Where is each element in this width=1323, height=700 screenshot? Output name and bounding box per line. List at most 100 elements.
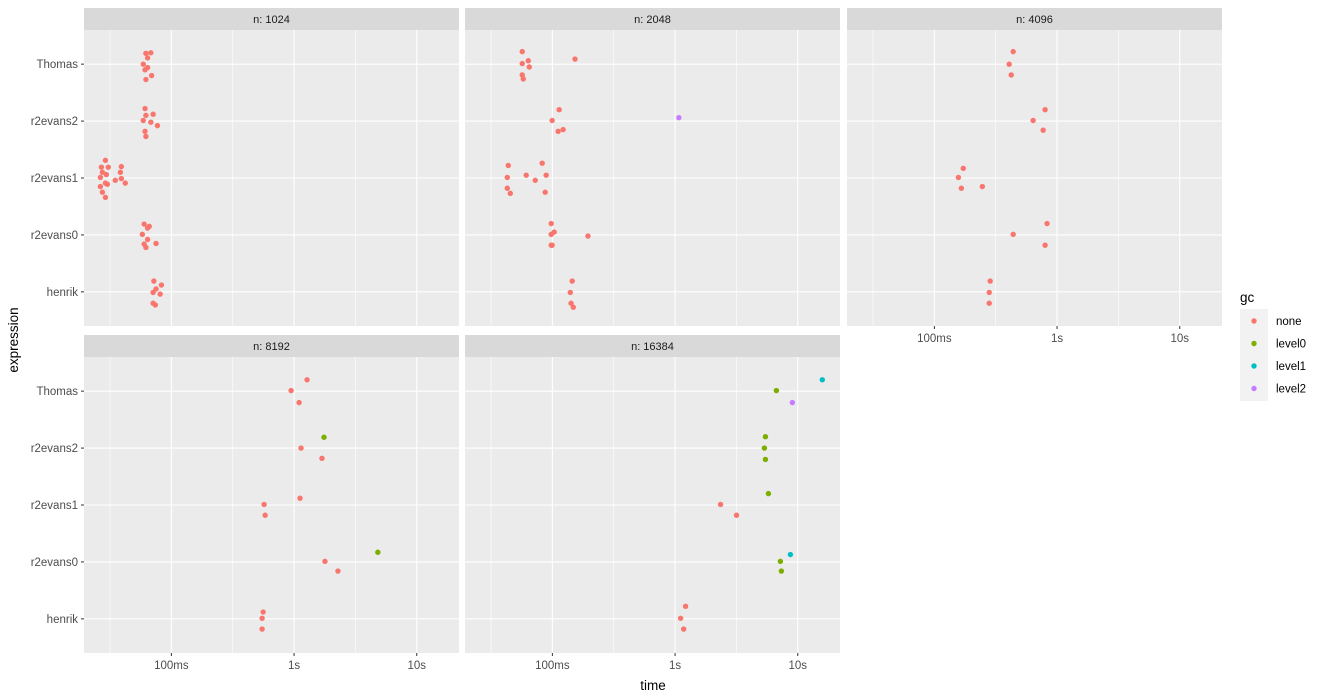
facet-strip: [847, 8, 1222, 30]
data-point-henrik-none: [150, 289, 156, 296]
facet-panel: n: 1024 henrik r2evans0 r2evans1 r2evans2 Tho…: [31, 8, 459, 326]
data-point-Thomas-none: [572, 56, 578, 62]
data-point-r2evans2-none: [148, 119, 154, 125]
data-point-r2evans0-none: [141, 221, 147, 227]
data-point-r2evans1-none: [117, 169, 124, 176]
data-point-r2evans2-none: [319, 455, 325, 462]
data-point-r2evans1-level0: [765, 490, 772, 497]
facet-panel: n: 2048: [465, 8, 840, 326]
x-tick-label: 1s: [1051, 333, 1063, 345]
data-point-r2evans1-none: [532, 177, 538, 183]
x-tick-label: 100ms: [154, 660, 189, 672]
data-point-r2evans1-none: [507, 190, 514, 197]
data-point-Thomas-none: [519, 60, 525, 67]
data-point-henrik-none: [682, 603, 689, 610]
data-point-r2evans0-none: [153, 240, 159, 247]
data-point-r2evans2-none: [143, 112, 149, 119]
y-axis-title: expression: [6, 307, 21, 372]
data-point-r2evans0-none: [143, 244, 149, 251]
legend-key-level0: [1251, 340, 1257, 347]
y-tick-label: Thomas: [36, 386, 78, 398]
data-point-Thomas-none: [519, 48, 525, 55]
data-point-r2evans1-none: [542, 189, 548, 195]
data-point-r2evans1-none: [960, 165, 966, 172]
facet-strip-label: n: 16384: [631, 341, 674, 353]
data-point-Thomas-none: [148, 72, 155, 79]
data-point-henrik-none: [568, 300, 574, 306]
data-point-r2evans1-none: [99, 169, 106, 176]
data-point-r2evans2-none: [549, 117, 555, 124]
data-point-r2evans2-none: [140, 117, 146, 124]
data-point-r2evans2-none: [154, 122, 161, 129]
data-point-r2evans0-none: [548, 220, 554, 227]
data-point-henrik-none: [152, 302, 159, 308]
data-point-r2evans0-level1: [787, 551, 794, 558]
x-tick-label: 100ms: [917, 333, 952, 345]
data-point-r2evans0-none: [144, 236, 151, 243]
facet-strip: [465, 335, 840, 357]
y-tick-label: r2evans1: [31, 173, 78, 185]
data-point-r2evans0-none: [335, 568, 341, 574]
data-point-r2evans2-level0: [761, 445, 768, 451]
x-tick-label: 10s: [788, 660, 807, 672]
legend-label-none: none: [1276, 316, 1302, 328]
data-point-henrik-none: [569, 278, 575, 284]
data-point-henrik-none: [567, 289, 574, 296]
data-point-r2evans2-none: [1042, 106, 1048, 113]
data-point-r2evans0-level0: [777, 558, 784, 565]
data-point-henrik-none: [259, 626, 265, 632]
legend-label-level2: level2: [1276, 384, 1306, 396]
data-point-r2evans0-level0: [778, 568, 785, 574]
data-point-Thomas-none: [1008, 72, 1014, 78]
legend-label-level0: level0: [1276, 339, 1306, 351]
data-point-r2evans2-none: [556, 106, 562, 113]
data-point-Thomas-none: [525, 58, 531, 64]
data-point-r2evans2-level0: [321, 434, 327, 440]
data-point-r2evans1-none: [262, 512, 268, 518]
data-point-Thomas-level0: [773, 387, 780, 394]
data-point-henrik-none: [986, 300, 992, 306]
x-tick-label: 1s: [288, 660, 300, 672]
data-point-r2evans0-none: [322, 558, 328, 565]
data-point-r2evans1-none: [261, 501, 267, 508]
facet-panel: n: 16384 100ms 1s 10s: [465, 335, 840, 672]
data-point-henrik-none: [986, 289, 992, 296]
x-tick-label: 1s: [669, 660, 681, 672]
data-point-Thomas-level1: [819, 377, 825, 383]
facet-strip-label: n: 4096: [1016, 14, 1053, 26]
data-point-henrik-none: [157, 291, 163, 297]
data-point-Thomas-none: [142, 67, 148, 73]
data-point-henrik-none: [570, 304, 576, 310]
x-tick-label: 100ms: [535, 660, 570, 672]
data-point-r2evans1-none: [717, 501, 724, 508]
data-point-r2evans1-none: [543, 172, 549, 178]
data-point-r2evans1-none: [99, 189, 106, 195]
facet-panel: n: 4096 100ms 1s 10s: [847, 8, 1222, 345]
data-point-Thomas-none: [296, 399, 302, 406]
data-point-r2evans0-none: [1042, 242, 1048, 248]
y-tick-label: r2evans1: [31, 500, 78, 512]
data-point-r2evans0-none: [548, 231, 554, 238]
data-point-r2evans1-none: [102, 194, 109, 201]
y-tick-label: r2evans2: [31, 116, 78, 128]
data-point-r2evans0-none: [585, 233, 591, 239]
data-point-r2evans1-none: [102, 157, 109, 164]
x-axis-title: time: [640, 678, 666, 693]
data-point-henrik-none: [987, 278, 993, 284]
data-point-r2evans1-none: [504, 185, 510, 191]
data-point-r2evans1-none: [979, 183, 986, 190]
x-tick-label: 10s: [407, 660, 426, 672]
legend-key-background: [1240, 309, 1268, 401]
data-point-Thomas-none: [143, 50, 149, 57]
data-point-Thomas-none: [520, 76, 526, 82]
data-point-r2evans1-none: [97, 174, 104, 181]
facet-strip: [84, 8, 459, 30]
data-point-Thomas-none: [526, 64, 532, 70]
data-point-henrik-none: [151, 278, 157, 284]
data-point-r2evans2-none: [142, 105, 148, 112]
data-point-r2evans1-none: [105, 164, 111, 170]
data-point-Thomas-none: [288, 387, 294, 394]
data-point-r2evans1-none: [733, 512, 740, 518]
legend-label-level1: level1: [1276, 361, 1306, 373]
